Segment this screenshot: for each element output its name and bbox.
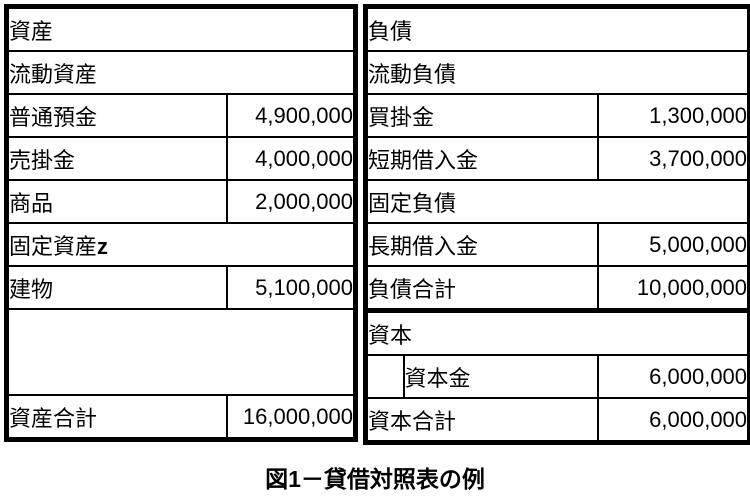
capital-total-value: 6,000,000: [596, 397, 750, 444]
table-row: [5, 308, 357, 396]
fixed-assets-header-suffix: z: [97, 233, 109, 259]
asset-item-label: 商品: [5, 179, 228, 224]
table-row: 資産: [5, 5, 357, 52]
assets-total-label: 資産合計: [5, 394, 228, 441]
current-liabilities-header: 流動負債: [364, 50, 750, 95]
table-row: 資本合計 6,000,000: [364, 397, 750, 444]
asset-item-value: 4,900,000: [225, 93, 357, 138]
table-row: 固定負債: [364, 179, 750, 224]
liability-item-label: 長期借入金: [364, 222, 599, 267]
figure-caption: 図1－貸借対照表の例: [265, 466, 485, 492]
capital-spacer-cell: [364, 354, 405, 399]
table-row: 流動負債: [364, 50, 750, 95]
table-row: 流動資産: [5, 50, 357, 95]
table-row: 買掛金 1,300,000: [364, 93, 750, 138]
asset-item-label: 建物: [5, 265, 228, 310]
liability-item-label: 買掛金: [364, 93, 599, 138]
current-assets-header: 流動資産: [5, 50, 357, 95]
asset-item-value: 4,000,000: [225, 136, 357, 181]
assets-section-header: 資産: [5, 5, 357, 52]
table-row: 普通預金 4,900,000: [5, 93, 357, 138]
liability-item-value: 3,700,000: [596, 136, 750, 181]
liabilities-total-label: 負債合計: [364, 265, 599, 312]
table-row: 商品 2,000,000: [5, 179, 357, 224]
capital-total-label: 資本合計: [364, 397, 599, 444]
table-row: 建物 5,100,000: [5, 265, 357, 310]
table-row: 資本金 6,000,000: [364, 354, 750, 399]
table-row: 負債合計 10,000,000: [364, 265, 750, 312]
table-row: 負債: [364, 5, 750, 52]
asset-item-value: 2,000,000: [225, 179, 357, 224]
table-row: 売掛金 4,000,000: [5, 136, 357, 181]
capital-item-label: 資本金: [402, 354, 599, 399]
assets-table: 資産 流動資産 普通預金 4,900,000 売掛金 4,000,000 商品 …: [4, 4, 359, 442]
empty-filler-cell: [5, 308, 357, 396]
table-row: 短期借入金 3,700,000: [364, 136, 750, 181]
table-row: 資産合計 16,000,000: [5, 394, 357, 441]
asset-item-label: 売掛金: [5, 136, 228, 181]
liabilities-total-value: 10,000,000: [596, 265, 750, 312]
table-row: 資本: [364, 308, 750, 356]
fixed-liabilities-header: 固定負債: [364, 179, 750, 224]
asset-item-value: 5,100,000: [225, 265, 357, 310]
liability-item-value: 5,000,000: [596, 222, 750, 267]
fixed-assets-header: 固定資産z: [5, 222, 357, 267]
fixed-assets-header-text: 固定資産: [9, 233, 98, 259]
liabilities-capital-table: 負債 流動負債 買掛金 1,300,000 短期借入金 3,700,000 固定…: [363, 4, 750, 445]
table-row: 長期借入金 5,000,000: [364, 222, 750, 267]
capital-item-value: 6,000,000: [596, 354, 750, 399]
liability-item-label: 短期借入金: [364, 136, 599, 181]
capital-section-header: 資本: [364, 308, 750, 356]
liabilities-section-header: 負債: [364, 5, 750, 52]
liability-item-value: 1,300,000: [596, 93, 750, 138]
table-row: 固定資産z: [5, 222, 357, 267]
asset-item-label: 普通預金: [5, 93, 228, 138]
assets-total-value: 16,000,000: [225, 394, 357, 441]
